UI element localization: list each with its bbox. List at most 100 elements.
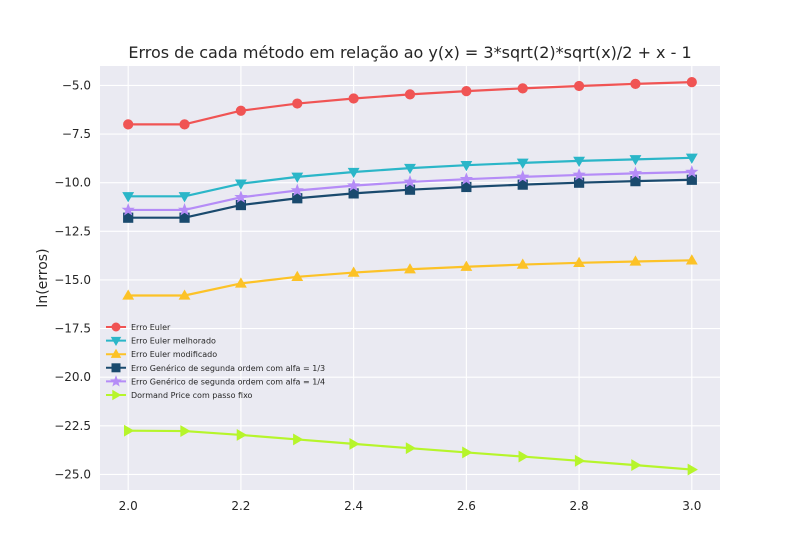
data-point	[122, 289, 135, 300]
data-point	[348, 93, 359, 104]
data-point	[121, 202, 135, 216]
data-point	[291, 270, 304, 282]
data-point	[178, 192, 191, 203]
data-point	[234, 179, 247, 190]
legend-marker	[111, 322, 121, 332]
legend-marker	[112, 389, 122, 401]
legend: Erro Euler Erro Euler melhorado Erro Euler…	[106, 322, 325, 401]
chart-title: Erros de cada método em relação ao y(x) …	[128, 43, 691, 62]
data-point	[517, 179, 528, 190]
legend-label: Erro Euler melhorado	[131, 337, 216, 346]
data-point	[516, 158, 529, 169]
series-6	[124, 424, 698, 476]
legend-label: Erro Euler	[131, 323, 171, 332]
legend-marker	[111, 363, 121, 373]
data-point	[516, 258, 529, 269]
data-point	[685, 254, 698, 265]
data-point	[292, 98, 303, 109]
data-point	[573, 156, 586, 167]
ticks: 2.0 2.2 2.4 2.6 2.8 3.0 −5.0 −7.5 −10.0 −12.5 −15.…	[54, 78, 701, 513]
grid	[100, 66, 720, 490]
plot-area	[100, 66, 720, 490]
x-tick-label: 3.0	[682, 499, 701, 513]
data-point	[685, 153, 698, 164]
series-5	[121, 165, 699, 216]
data-point	[349, 437, 360, 450]
data-point	[291, 172, 304, 183]
data-point	[686, 77, 697, 88]
data-point	[234, 277, 247, 288]
legend-entry: Erro Genérico de segunda ordem com alfa …	[106, 375, 325, 387]
data-point	[628, 166, 643, 179]
data-point	[403, 174, 417, 188]
data-point	[180, 425, 191, 437]
data-point	[292, 193, 303, 204]
data-point	[124, 424, 135, 437]
data-point	[574, 454, 586, 467]
y-tick-label: −22.5	[54, 419, 91, 433]
data-point	[179, 119, 190, 130]
data-point	[686, 174, 697, 185]
data-point	[573, 80, 585, 92]
data-point	[405, 442, 417, 455]
data-point	[348, 188, 359, 199]
series-3	[122, 254, 698, 300]
data-point	[235, 105, 247, 116]
legend-marker	[110, 375, 122, 387]
legend-entry: Erro Euler melhorado	[106, 337, 216, 346]
legend-label: Erro Genérico de segunda ordem com alfa …	[131, 376, 325, 386]
data-point	[123, 212, 134, 223]
data-point	[687, 463, 698, 476]
legend-label: Dormand Price com passo fixo	[131, 391, 253, 400]
data-point	[516, 169, 530, 183]
data-point	[462, 446, 473, 459]
y-tick-label: −12.5	[54, 224, 91, 238]
data-point	[461, 181, 472, 193]
data-point	[517, 83, 528, 94]
data-point	[572, 167, 586, 181]
data-point	[630, 78, 641, 89]
legend-label: Erro Euler modificado	[131, 350, 217, 359]
series-1	[123, 77, 697, 130]
y-tick-label: −17.5	[54, 322, 91, 336]
data-point	[461, 85, 472, 97]
y-tick-label: −15.0	[54, 273, 91, 287]
data-point	[178, 289, 191, 300]
data-point	[404, 89, 416, 100]
legend-entry: Erro Genérico de segunda ordem com alfa …	[106, 363, 325, 373]
data-point	[404, 184, 416, 195]
data-point	[236, 429, 247, 441]
data-point	[629, 155, 642, 166]
legend-marker	[110, 336, 122, 346]
series-2	[122, 153, 698, 203]
x-tick-label: 2.4	[344, 499, 363, 513]
data-point	[290, 183, 304, 197]
x-tick-label: 2.6	[457, 499, 476, 513]
legend-label: Erro Genérico de segunda ordem com alfa …	[131, 363, 325, 373]
data-point	[460, 161, 473, 172]
y-tick-label: −20.0	[54, 370, 91, 384]
data-point	[685, 165, 699, 178]
data-point	[347, 167, 360, 179]
x-tick-label: 2.2	[231, 499, 250, 513]
legend-entry: Dormand Price com passo fixo	[106, 389, 253, 401]
y-tick-label: −5.0	[62, 78, 91, 92]
data-point	[573, 177, 585, 188]
legend-entry: Erro Euler modificado	[106, 348, 217, 359]
legend-marker	[110, 348, 122, 358]
y-tick-label: −7.5	[62, 127, 91, 141]
data-point	[518, 450, 529, 463]
data-point	[460, 260, 473, 271]
y-axis-label: ln(erros)	[35, 248, 51, 307]
data-point	[459, 172, 473, 185]
series-4	[123, 174, 697, 223]
data-point	[347, 266, 360, 277]
y-tick-label: −10.0	[54, 176, 91, 190]
data-point	[347, 178, 361, 192]
data-point	[404, 263, 416, 274]
y-tick-label: −25.0	[54, 467, 91, 481]
data-point	[179, 212, 190, 223]
data-point	[235, 199, 247, 211]
data-point	[629, 255, 642, 266]
